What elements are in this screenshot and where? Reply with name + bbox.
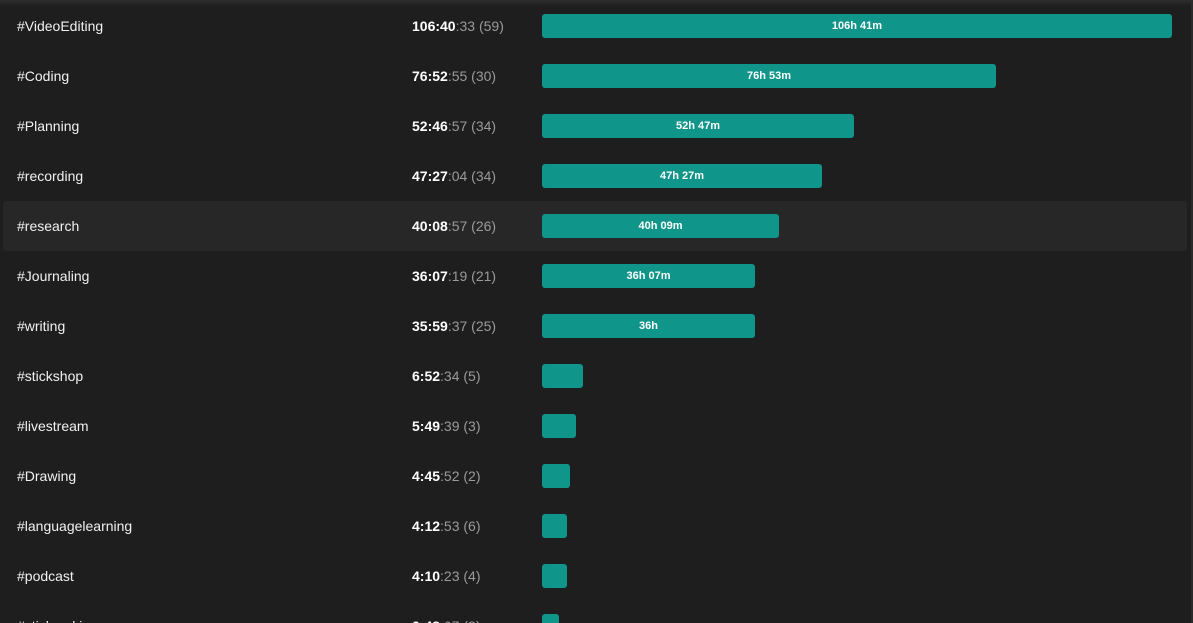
tag-name[interactable]: #Drawing [17, 468, 77, 484]
time-bar [542, 514, 567, 538]
session-count: (25) [471, 318, 497, 334]
time-seconds: :37 [447, 318, 468, 334]
tag-name[interactable]: #podcast [17, 568, 74, 584]
tag-name[interactable]: #livestream [17, 418, 89, 434]
tag-row[interactable]: #Coding 76:52:55 (30) 76h 53m [3, 51, 1187, 101]
tag-total-time: 35:59:37 (25) [412, 301, 496, 351]
time-seconds: :53 [440, 518, 460, 534]
session-count: (3) [463, 418, 481, 434]
session-count: (26) [471, 218, 497, 234]
time-seconds: :57 [447, 218, 468, 234]
time-seconds: :07 [440, 618, 459, 623]
time-bar: 52h 47m [542, 114, 854, 138]
tag-total-time: 2:48:07 (2) [412, 601, 481, 623]
tag-total-time: 76:52:55 (30) [412, 51, 496, 101]
time-bar [542, 414, 576, 438]
tag-row[interactable]: #research 40:08:57 (26) 40h 09m [3, 201, 1187, 251]
time-seconds: :52 [440, 468, 460, 484]
time-hours-minutes: 2:48 [412, 618, 440, 623]
time-seconds: :39 [440, 418, 460, 434]
tag-name[interactable]: #stickshop [17, 368, 84, 384]
tag-name[interactable]: #stickmaking [17, 601, 98, 623]
tag-row[interactable]: #Drawing 4:45:52 (2) [3, 451, 1187, 501]
time-hours-minutes: 35:59 [412, 318, 448, 334]
tag-total-time: 36:07:19 (21) [412, 251, 496, 301]
session-count: (34) [471, 118, 497, 134]
time-bar: 106h 41m [542, 14, 1172, 38]
session-count: (2) [463, 468, 481, 484]
time-bar: 36h 07m [542, 264, 755, 288]
tag-row[interactable]: #languagelearning 4:12:53 (6) [3, 501, 1187, 551]
tag-row[interactable]: #livestream 5:49:39 (3) [3, 401, 1187, 451]
time-hours-minutes: 52:46 [412, 118, 448, 134]
session-count: (30) [471, 68, 497, 84]
tag-row[interactable]: #podcast 4:10:23 (4) [3, 551, 1187, 601]
tag-total-time: 4:10:23 (4) [412, 551, 481, 601]
tag-name[interactable]: #writing [17, 318, 66, 334]
tag-name[interactable]: #languagelearning [17, 518, 133, 534]
time-seconds: :23 [440, 568, 460, 584]
tag-total-time: 6:52:34 (5) [412, 351, 481, 401]
time-seconds: :19 [447, 268, 468, 284]
tag-name[interactable]: #recording [17, 168, 84, 184]
session-count: (21) [471, 268, 497, 284]
tag-total-time: 106:40:33 (59) [412, 1, 504, 51]
time-hours-minutes: 4:10 [412, 568, 441, 584]
tag-name[interactable]: #Coding [17, 68, 70, 84]
session-count: (5) [463, 368, 481, 384]
time-seconds: :33 [455, 18, 476, 34]
time-seconds: :34 [440, 368, 460, 384]
tag-total-time: 40:08:57 (26) [412, 201, 496, 251]
session-count: (2) [463, 618, 480, 623]
time-bar [542, 364, 583, 388]
tag-row[interactable]: #recording 47:27:04 (34) 47h 27m [3, 151, 1187, 201]
tag-total-time: 5:49:39 (3) [412, 401, 481, 451]
time-hours-minutes: 40:08 [412, 218, 448, 234]
tag-total-time: 52:46:57 (34) [412, 101, 496, 151]
tag-total-time: 4:45:52 (2) [412, 451, 481, 501]
time-hours-minutes: 6:52 [412, 368, 441, 384]
top-shadow [0, 0, 1193, 6]
time-seconds: :55 [447, 68, 468, 84]
tag-total-time: 47:27:04 (34) [412, 151, 496, 201]
time-bar: 40h 09m [542, 214, 779, 238]
time-hours-minutes: 47:27 [412, 168, 448, 184]
tag-row[interactable]: #stickshop 6:52:34 (5) [3, 351, 1187, 401]
time-hours-minutes: 76:52 [412, 68, 448, 84]
time-bar: 36h [542, 314, 755, 338]
time-hours-minutes: 4:12 [412, 518, 441, 534]
time-bar [542, 464, 570, 488]
time-seconds: :57 [447, 118, 468, 134]
tag-row[interactable]: #stickmaking 2:48:07 (2) [3, 601, 1187, 623]
time-hours-minutes: 36:07 [412, 268, 448, 284]
scrollbar-track[interactable] [1191, 0, 1193, 623]
time-bar [542, 564, 567, 588]
time-bar: 76h 53m [542, 64, 996, 88]
tag-name[interactable]: #Planning [17, 118, 80, 134]
session-count: (34) [471, 168, 497, 184]
session-count: (59) [478, 18, 504, 34]
tag-row[interactable]: #VideoEditing 106:40:33 (59) 106h 41m [3, 1, 1187, 51]
time-seconds: :04 [447, 168, 468, 184]
time-bar [542, 614, 559, 623]
tag-name[interactable]: #VideoEditing [17, 18, 104, 34]
time-hours-minutes: 5:49 [412, 418, 441, 434]
time-bar: 47h 27m [542, 164, 822, 188]
tag-name[interactable]: #Journaling [17, 268, 90, 284]
time-hours-minutes: 4:45 [412, 468, 441, 484]
tag-row[interactable]: #Planning 52:46:57 (34) 52h 47m [3, 101, 1187, 151]
tag-row[interactable]: #Journaling 36:07:19 (21) 36h 07m [3, 251, 1187, 301]
time-hours-minutes: 106:40 [412, 18, 456, 34]
session-count: (6) [463, 518, 481, 534]
tag-row[interactable]: #writing 35:59:37 (25) 36h [3, 301, 1187, 351]
session-count: (4) [463, 568, 481, 584]
tag-name[interactable]: #research [17, 218, 80, 234]
tag-total-time: 4:12:53 (6) [412, 501, 481, 551]
